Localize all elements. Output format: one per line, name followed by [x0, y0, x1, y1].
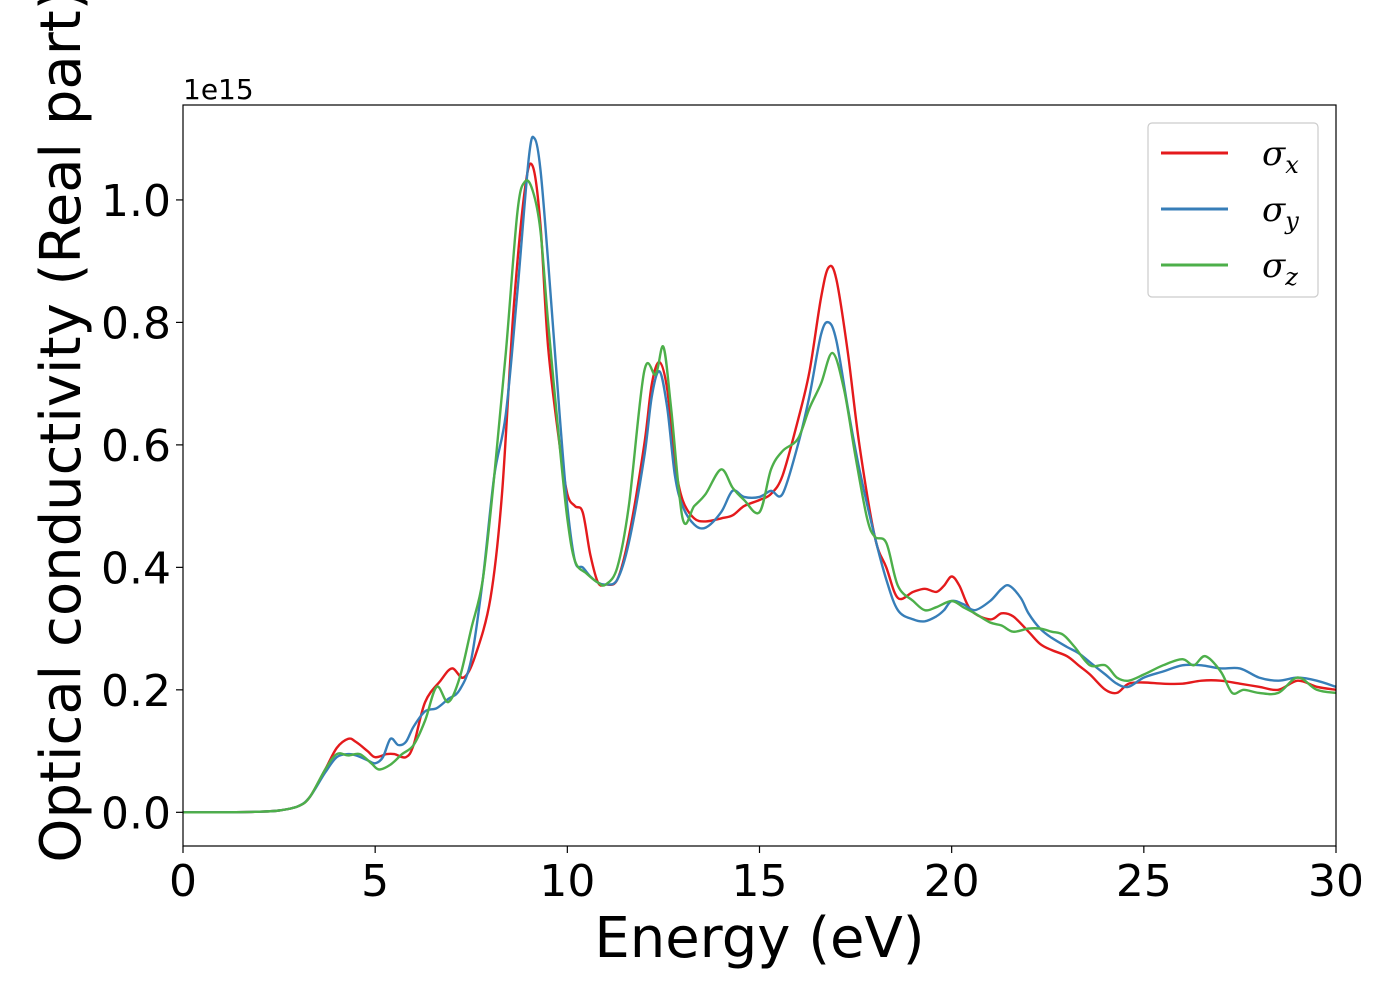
y-tick-label: 0.0	[101, 788, 171, 839]
x-tick-label: 0	[169, 856, 197, 907]
y-offset-label: 1e15	[183, 73, 254, 106]
y-tick-label: 0.4	[101, 543, 171, 594]
legend-label: σx	[1262, 134, 1299, 179]
x-tick-label: 30	[1308, 856, 1364, 907]
y-tick-label: 0.2	[101, 666, 171, 717]
legend: σx σy σz	[1147, 122, 1319, 298]
x-tick-label: 25	[1116, 856, 1172, 907]
y-tick-label: 0.8	[101, 298, 171, 349]
x-axis-ticks: 0 5 10 15 20 25 30	[169, 846, 1364, 907]
legend-entry-z: σz	[1161, 246, 1298, 291]
x-tick-label: 20	[924, 856, 980, 907]
y-axis-ticks: 0.0 0.2 0.4 0.6 0.8 1.0	[101, 176, 183, 839]
series-line-z	[183, 179, 1336, 814]
legend-label: σy	[1262, 190, 1299, 235]
series-line-y	[183, 135, 1336, 814]
legend-label: σz	[1262, 246, 1298, 291]
legend-entry-y: σy	[1161, 190, 1299, 235]
series-layer	[183, 135, 1336, 814]
y-tick-label: 1.0	[101, 176, 171, 227]
series-line-x	[183, 162, 1336, 814]
x-axis-label: Energy (eV)	[594, 906, 924, 971]
x-tick-label: 10	[539, 856, 595, 907]
legend-entry-x: σx	[1161, 134, 1299, 179]
legend-box	[1147, 122, 1319, 298]
y-axis-label: Optical conductivity (Real part)	[29, 0, 94, 863]
x-tick-label: 15	[732, 856, 788, 907]
y-tick-label: 0.6	[101, 421, 171, 472]
x-tick-label: 5	[361, 856, 389, 907]
